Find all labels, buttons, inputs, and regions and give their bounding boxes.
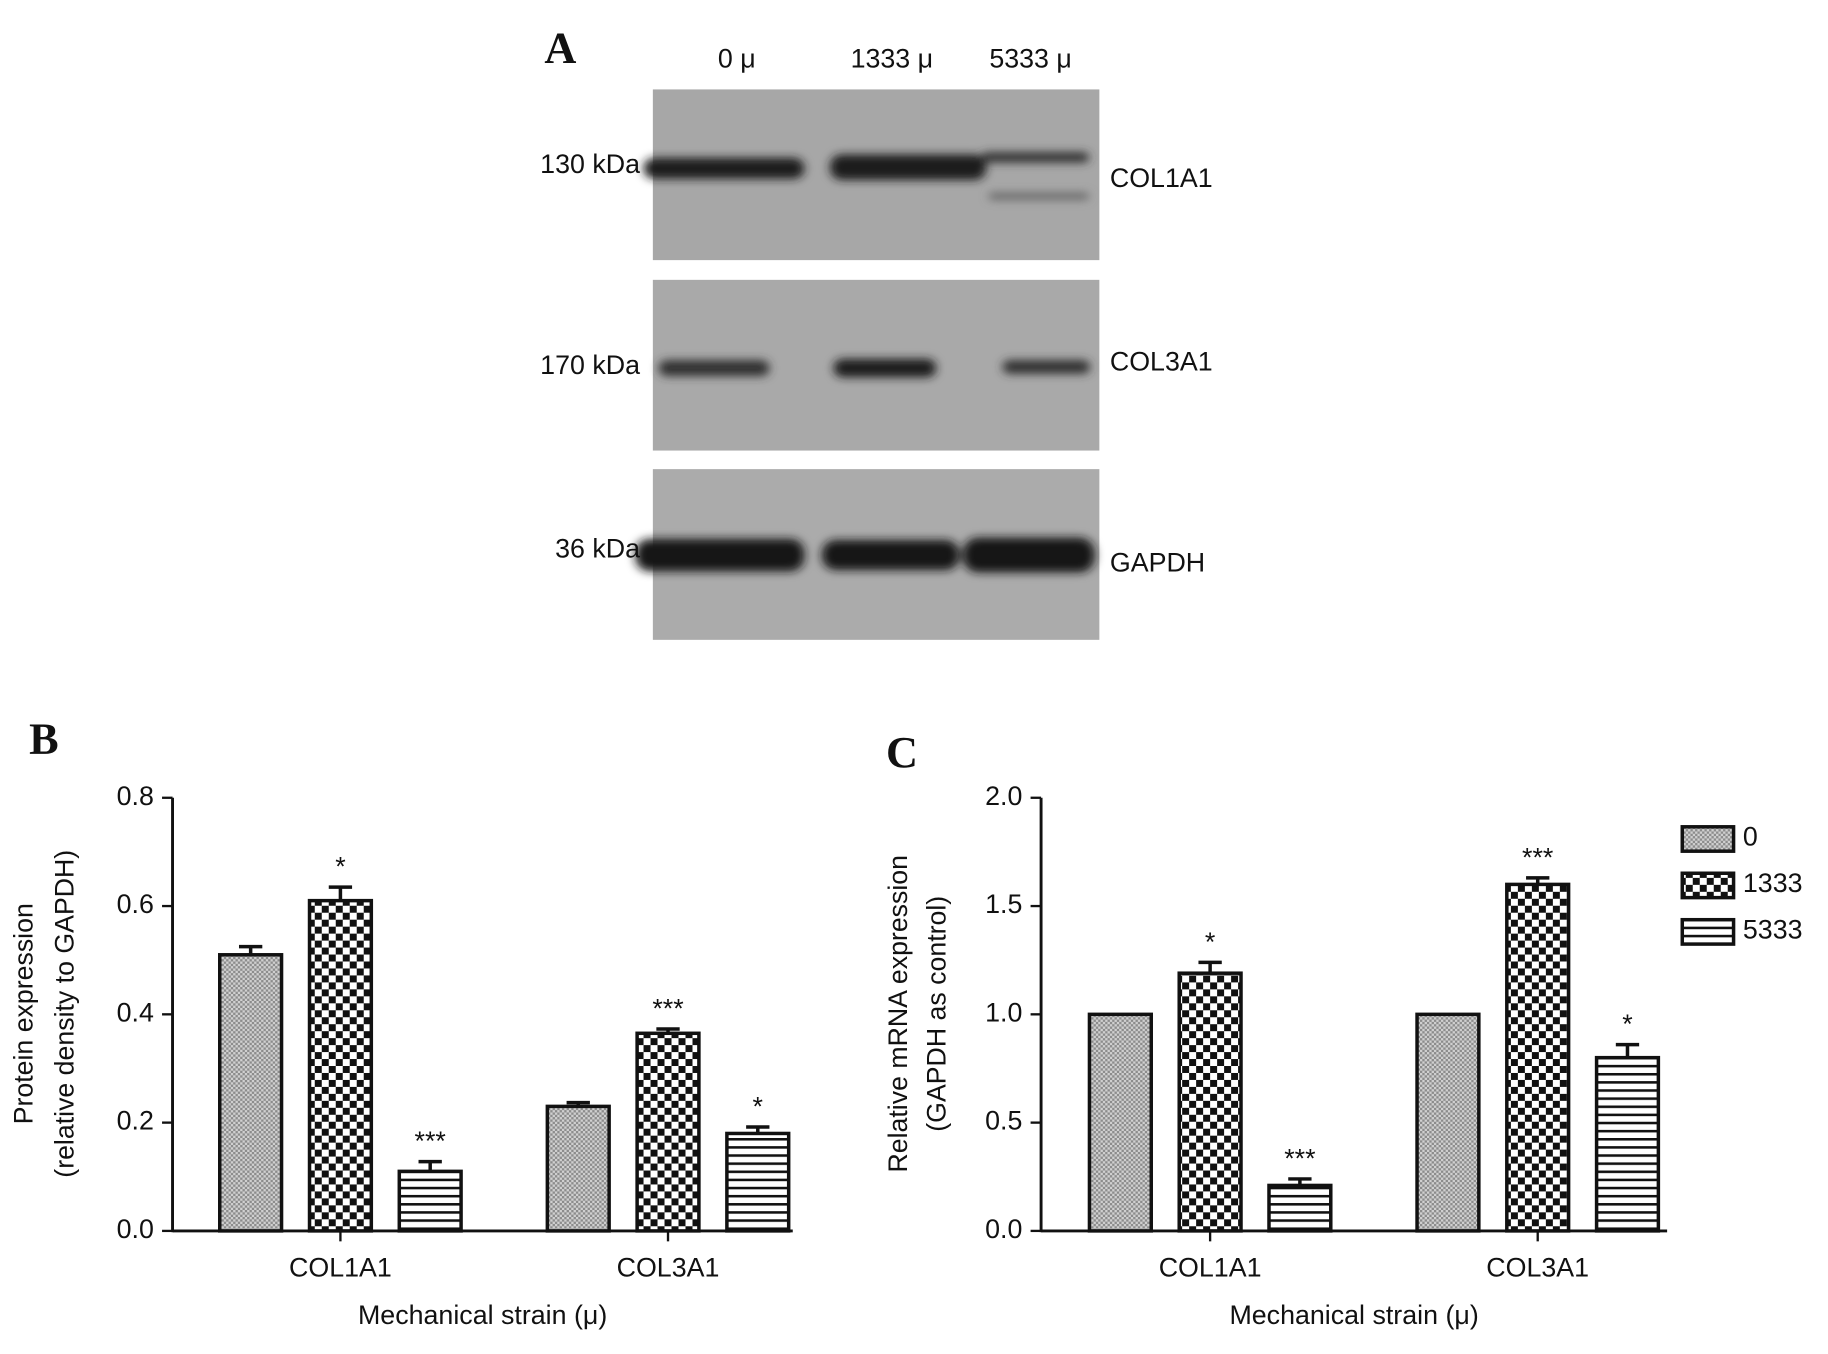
- significance: *: [753, 1091, 763, 1121]
- lane-label: 5333 μ: [989, 43, 1072, 73]
- significance: ***: [415, 1126, 446, 1156]
- protein-label: GAPDH: [1110, 547, 1205, 577]
- significance: *: [1205, 927, 1215, 957]
- y-tick-label: 0.2: [117, 1106, 154, 1136]
- x-axis-label: Mechanical strain (μ): [358, 1300, 607, 1330]
- y-tick-label: 0.0: [117, 1214, 154, 1244]
- bar: [1415, 1012, 1481, 1233]
- weight-label: 36 kDa: [555, 534, 640, 564]
- x-tick-label: COL3A1: [617, 1252, 720, 1282]
- legend-label: 5333: [1743, 914, 1803, 944]
- lane-label: 1333 μ: [851, 43, 934, 73]
- bands: [658, 358, 1091, 378]
- y-axis-label: (GAPDH as control): [922, 896, 952, 1132]
- y-tick-label: 0.4: [117, 997, 154, 1027]
- legend-swatch: [1680, 917, 1736, 946]
- legend-label: 0: [1743, 822, 1758, 852]
- weight-label: 170 kDa: [540, 350, 640, 380]
- bar: [1087, 1012, 1153, 1233]
- x-tick-label: COL1A1: [289, 1252, 392, 1282]
- significance: ***: [652, 993, 683, 1023]
- weight-label: 130 kDa: [540, 149, 640, 179]
- bar: [1505, 882, 1571, 1233]
- bar: [635, 1031, 701, 1233]
- blot: [643, 89, 1100, 261]
- y-tick-label: 1.0: [985, 997, 1022, 1027]
- x-tick-label: COL1A1: [1159, 1252, 1262, 1282]
- x-tick-label: COL3A1: [1486, 1252, 1589, 1282]
- protein-label: COL3A1: [1110, 347, 1213, 377]
- y-tick-label: 0.6: [117, 889, 154, 919]
- significance: ***: [1284, 1143, 1315, 1173]
- bar: [545, 1104, 611, 1233]
- blot: [652, 279, 1100, 451]
- panel-label: B: [29, 714, 59, 763]
- protein-label: COL1A1: [1110, 163, 1213, 193]
- y-tick-label: 0.5: [985, 1106, 1022, 1136]
- y-axis-label: Protein expression: [9, 903, 39, 1124]
- bar: [307, 898, 374, 1233]
- legend-swatch: [1680, 871, 1736, 900]
- bar: [725, 1131, 791, 1233]
- x-axis-label: Mechanical strain (μ): [1229, 1300, 1478, 1330]
- bar: [397, 1169, 463, 1233]
- significance: ***: [1522, 842, 1553, 872]
- blot: [635, 469, 1100, 640]
- bar: [1267, 1183, 1333, 1233]
- y-axis-label: (relative density to GAPDH): [49, 850, 79, 1178]
- significance: *: [1622, 1009, 1632, 1039]
- legend-swatch: [1680, 825, 1736, 853]
- y-tick-label: 0.8: [117, 781, 154, 811]
- panel-label: A: [544, 23, 576, 72]
- significance: *: [335, 852, 345, 882]
- y-axis-label: Relative mRNA expression: [883, 855, 913, 1173]
- bands: [643, 152, 1089, 200]
- y-tick-label: 0.0: [985, 1214, 1022, 1244]
- bands: [635, 537, 1095, 573]
- y-tick-label: 1.5: [985, 889, 1022, 919]
- bar: [218, 953, 284, 1233]
- lane-label: 0 μ: [718, 43, 756, 73]
- panel-label: C: [886, 728, 918, 777]
- bar: [1177, 971, 1243, 1233]
- bar: [1594, 1055, 1661, 1233]
- legend-label: 1333: [1743, 868, 1803, 898]
- y-tick-label: 2.0: [985, 781, 1022, 811]
